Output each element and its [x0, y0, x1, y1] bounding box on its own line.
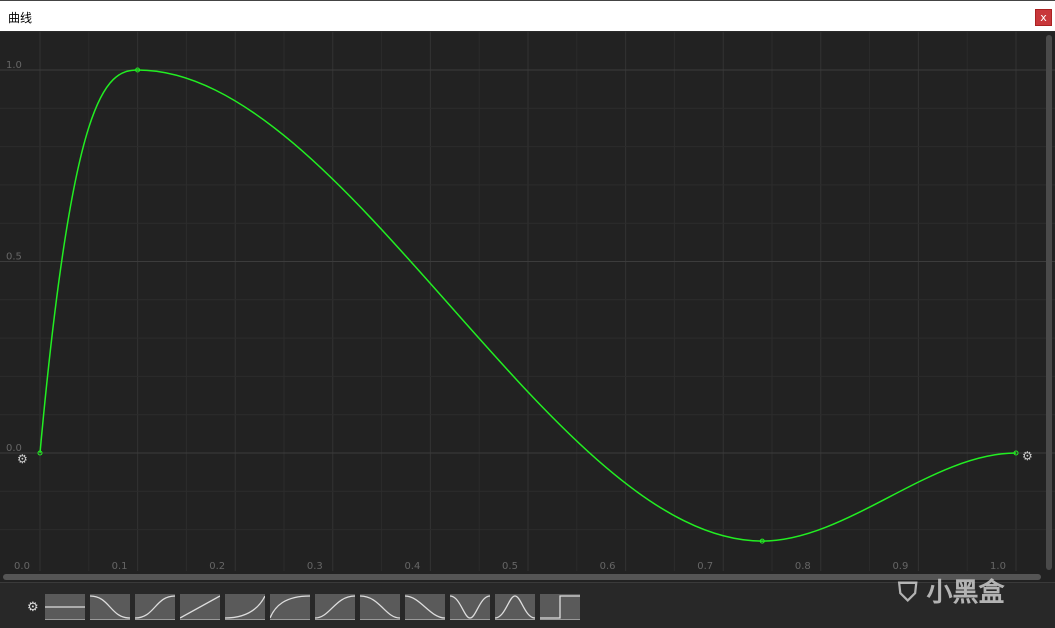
preset-step-button[interactable]: [540, 594, 580, 620]
curve-key[interactable]: [1013, 450, 1019, 456]
preset-toolbar: ⚙: [0, 582, 1055, 628]
preset-valley-button[interactable]: [450, 594, 490, 620]
close-button[interactable]: x: [1035, 9, 1052, 26]
x-tick-label: 0.8: [795, 561, 811, 571]
key-gear-icon-right[interactable]: ⚙: [1022, 449, 1033, 463]
x-tick-label: 0.3: [307, 561, 323, 571]
x-tick-label: 0.5: [502, 561, 518, 571]
title-bar: 曲线 x: [0, 0, 1055, 31]
preset-hill-button[interactable]: [495, 594, 535, 620]
curve-plot[interactable]: 0.0 0.5 1.0 0.0 0.1 0.2 0.3 0.4 0.5 0.6 0.7 0.8 0.9 1…: [0, 31, 1055, 571]
preset-smooth-down-button[interactable]: [360, 594, 400, 620]
curve-key[interactable]: [37, 450, 43, 456]
y-tick-label: 0.0: [6, 443, 22, 454]
y-tick-label: 1.0: [6, 60, 22, 71]
x-tick-label: 0.6: [600, 561, 616, 571]
preset-constant-button[interactable]: [45, 594, 85, 620]
gear-icon[interactable]: ⚙: [27, 600, 39, 615]
preset-ease-in-out-down-button[interactable]: [90, 594, 130, 620]
x-tick-label: 0.1: [112, 561, 128, 571]
x-tick-label: 0.4: [404, 561, 420, 571]
preset-ease-in-out-button[interactable]: [135, 594, 175, 620]
horizontal-scrollbar[interactable]: [3, 574, 1041, 580]
curve-key[interactable]: [135, 67, 141, 73]
window-title: 曲线: [8, 11, 33, 25]
vertical-scrollbar[interactable]: [1046, 35, 1052, 570]
watermark-logo: ⛉ 小黑盒: [898, 578, 1005, 608]
preset-s-down-button[interactable]: [405, 594, 445, 620]
x-tick-label: 0.9: [892, 561, 908, 571]
curve-line: [39, 69, 1017, 542]
preset-ease-out-button[interactable]: [270, 594, 310, 620]
x-tick-label: 0.0: [14, 561, 30, 571]
preset-smooth-step-button[interactable]: [315, 594, 355, 620]
x-tick-label: 1.0: [990, 561, 1006, 571]
x-tick-label: 0.7: [697, 561, 713, 571]
preset-ease-in-button[interactable]: [225, 594, 265, 620]
curve-key[interactable]: [759, 538, 765, 544]
x-tick-label: 0.2: [209, 561, 225, 571]
key-gear-icon-left[interactable]: ⚙: [17, 452, 28, 466]
y-tick-label: 0.5: [6, 252, 22, 263]
preset-linear-button[interactable]: [180, 594, 220, 620]
